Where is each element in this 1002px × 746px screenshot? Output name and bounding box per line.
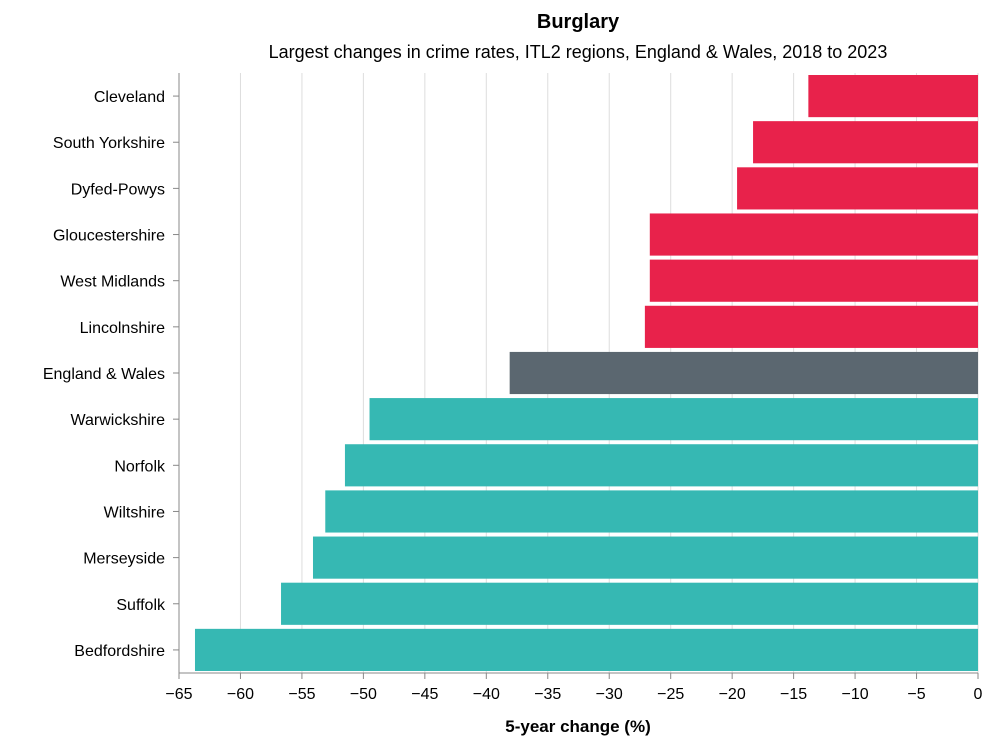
- x-tick-label: −40: [473, 686, 500, 703]
- category-label: South Yorkshire: [53, 135, 165, 152]
- x-tick-label: −60: [227, 686, 254, 703]
- bar: [649, 259, 978, 302]
- x-tick-label: −50: [350, 686, 377, 703]
- category-label: Lincolnshire: [80, 320, 165, 337]
- category-label: Wiltshire: [104, 504, 165, 521]
- bar: [649, 213, 978, 256]
- bar: [325, 490, 979, 533]
- bar: [312, 536, 978, 579]
- x-tick-label: −10: [842, 686, 869, 703]
- x-tick-label: −35: [534, 686, 561, 703]
- x-axis: −65 −60 −55 −50 −45 −40 −35 −30 −25 −20 −15 −10 −5 0: [165, 672, 983, 703]
- category-label: Dyfed-Powys: [71, 181, 165, 198]
- category-label: Bedfordshire: [74, 643, 165, 660]
- x-tick-label: −5: [907, 686, 925, 703]
- chart-title: Burglary: [537, 11, 620, 33]
- category-label: Suffolk: [116, 597, 166, 614]
- category-label: Cleveland: [94, 89, 165, 106]
- bars: [194, 75, 979, 671]
- x-tick-label: −45: [411, 686, 438, 703]
- x-tick-label: −15: [780, 686, 807, 703]
- bar: [753, 121, 978, 164]
- category-label: England & Wales: [43, 366, 165, 383]
- bar: [344, 444, 978, 487]
- category-label: Merseyside: [83, 551, 165, 568]
- x-tick-label: −55: [288, 686, 315, 703]
- x-tick-label: −25: [657, 686, 684, 703]
- x-tick-label: −30: [596, 686, 623, 703]
- category-label: Norfolk: [114, 458, 166, 475]
- category-label: Gloucestershire: [53, 228, 165, 245]
- bar: [808, 75, 978, 118]
- category-label: Warwickshire: [70, 412, 165, 429]
- x-tick-label: −20: [719, 686, 746, 703]
- bar: [509, 351, 978, 395]
- y-axis: Cleveland South Yorkshire Dyfed-Powys Glouc…: [43, 73, 180, 673]
- x-axis-title: 5-year change (%): [505, 717, 651, 736]
- bar: [644, 305, 978, 348]
- bar: [281, 582, 979, 625]
- x-tick-label: 0: [974, 686, 983, 703]
- chart-subtitle: Largest changes in crime rates, ITL2 reg…: [269, 42, 888, 62]
- bar: [369, 398, 978, 441]
- bar: [194, 628, 979, 671]
- bar: [737, 167, 978, 210]
- category-label: West Midlands: [60, 274, 165, 291]
- x-tick-label: −65: [165, 686, 192, 703]
